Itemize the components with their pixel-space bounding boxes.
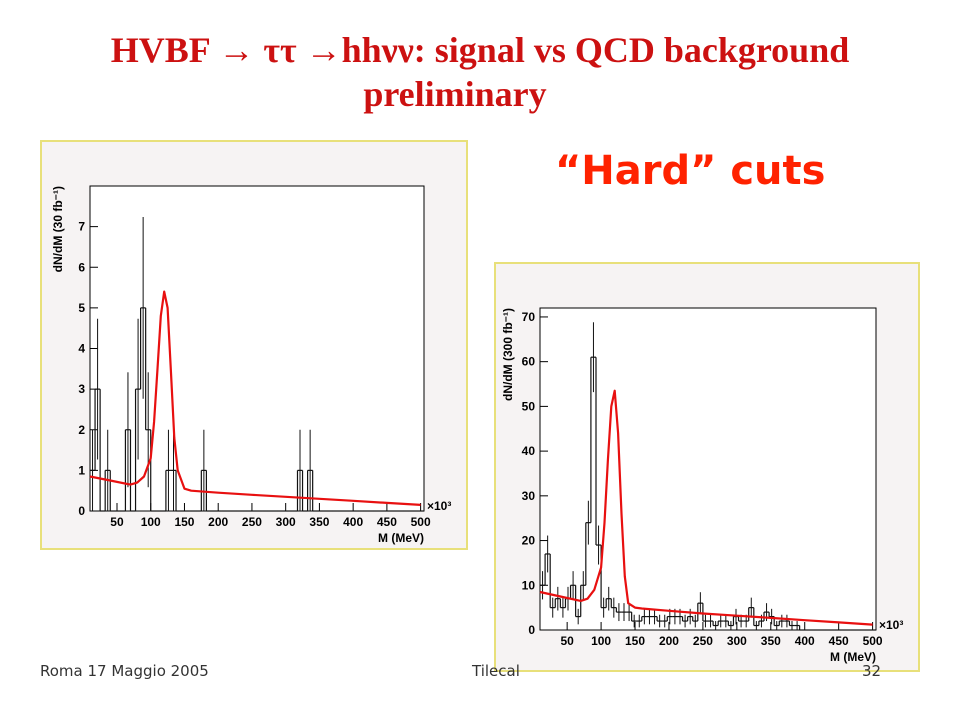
x-tick-label: 250	[242, 515, 262, 529]
y-axis-title: dN/dM (300 fb⁻¹)	[501, 308, 515, 401]
title-line-1: HVBF → ττ →hhνν: signal vs QCD backgroun…	[110, 30, 850, 70]
x-exponent-label: ×10³	[879, 618, 903, 632]
x-tick-label: 50	[560, 634, 574, 648]
x-tick-label: 100	[591, 634, 611, 648]
x-tick-label: 50	[110, 515, 124, 529]
fit-curve	[89, 290, 421, 506]
y-tick-label: 4	[78, 342, 85, 356]
y-tick-label: 0	[528, 623, 535, 637]
y-tick-label: 2	[78, 423, 85, 437]
y-tick-label: 5	[78, 301, 85, 315]
y-tick-label: 0	[78, 504, 85, 518]
x-tick-label: 500	[411, 515, 431, 529]
y-tick-label: 1	[78, 463, 85, 477]
slide-title: HVBF → ττ →hhνν: signal vs QCD backgroun…	[0, 30, 960, 114]
plot-panel-right: 50 100 150 200 250 300 350 400 450 500 0 10 20 30 40 50…	[494, 262, 920, 672]
x-tick-label: 450	[377, 515, 397, 529]
x-tick-label: 350	[761, 634, 781, 648]
x-axis-title: M (MeV)	[378, 531, 424, 545]
y-tick-label: 6	[78, 260, 85, 274]
x-tick-label: 400	[795, 634, 815, 648]
y-tick-label: 50	[522, 399, 536, 413]
x-tick-label: 300	[727, 634, 747, 648]
footer-left: Roma 17 Maggio 2005	[40, 662, 209, 680]
x-tick-label: 100	[141, 515, 161, 529]
title-line-2: preliminary	[363, 74, 547, 114]
x-exponent-label: ×10³	[427, 499, 451, 513]
y-tick-label: 10	[522, 578, 536, 592]
histogram-chart-left: 50 100 150 200 250 300 350 400 450 500 0 1 2 3 4 5 6 7 ×10…	[51, 185, 451, 545]
y-tick-label: 70	[522, 310, 536, 324]
x-tick-label: 450	[829, 634, 849, 648]
y-tick-label: 20	[522, 534, 536, 548]
footer-center: Tilecal	[472, 662, 520, 680]
y-tick-label: 3	[78, 382, 85, 396]
plot-panel-left: 50 100 150 200 250 300 350 400 450 500 0 1 2 3 4 5 6 7 ×10…	[40, 140, 468, 550]
y-axis-title: dN/dM (30 fb⁻¹)	[51, 186, 65, 272]
x-tick-label: 150	[174, 515, 194, 529]
x-tick-label: 200	[659, 634, 679, 648]
x-tick-label: 400	[343, 515, 363, 529]
y-tick-label: 7	[78, 220, 85, 234]
y-tick-label: 60	[522, 355, 536, 369]
x-axis-title: M (MeV)	[830, 650, 876, 664]
y-tick-label: 40	[522, 444, 536, 458]
y-tick-label: 30	[522, 489, 536, 503]
x-tick-label: 150	[625, 634, 645, 648]
fit-curve	[539, 389, 873, 626]
x-tick-label: 300	[276, 515, 296, 529]
x-tick-label: 200	[208, 515, 228, 529]
histogram-chart-right: 50 100 150 200 250 300 350 400 450 500 0 10 20 30 40 50…	[501, 307, 903, 664]
x-tick-label: 250	[693, 634, 713, 648]
footer-right: 32	[862, 662, 882, 680]
x-tick-label: 500	[863, 634, 883, 648]
subtitle: “Hard” cuts	[555, 148, 826, 194]
x-tick-label: 350	[309, 515, 329, 529]
